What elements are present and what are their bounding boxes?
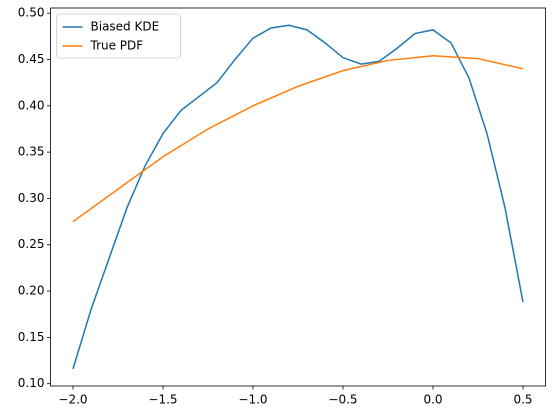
x-tick-label: −2.0	[58, 393, 87, 407]
y-tick-label: 0.10	[18, 376, 45, 390]
x-tick-label: −1.5	[148, 393, 177, 407]
legend-label: Biased KDE	[91, 20, 160, 34]
legend-box	[56, 13, 181, 59]
plot-frame	[50, 7, 546, 387]
x-tick-label: 0.5	[513, 393, 532, 407]
legend-label: True PDF	[90, 39, 144, 53]
y-tick-label: 0.20	[18, 284, 45, 298]
series-line	[72, 24, 524, 370]
y-tick-label: 0.15	[18, 330, 45, 344]
x-tick-label: 0.0	[423, 393, 442, 407]
y-tick-label: 0.30	[18, 191, 45, 205]
series-line	[72, 55, 524, 223]
y-tick-label: 0.45	[18, 52, 45, 66]
y-tick-label: 0.25	[18, 237, 45, 251]
x-tick-label: −1.0	[238, 393, 267, 407]
y-tick-label: 0.40	[18, 98, 45, 112]
y-tick-label: 0.35	[18, 145, 45, 159]
x-tick-label: −0.5	[328, 393, 357, 407]
y-tick-label: 0.50	[18, 6, 45, 20]
